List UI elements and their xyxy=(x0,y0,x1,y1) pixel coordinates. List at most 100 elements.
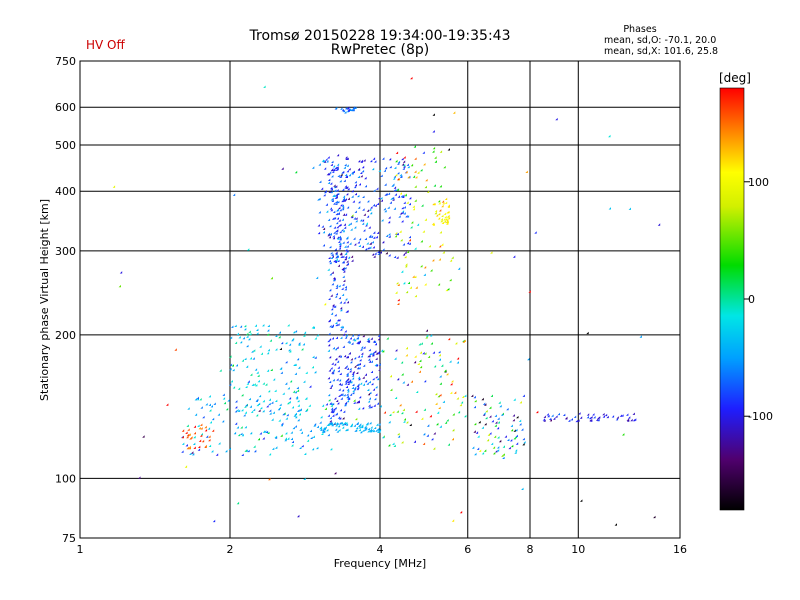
scatter-point xyxy=(527,357,530,361)
scatter-point xyxy=(326,172,329,176)
scatter-point xyxy=(615,418,619,421)
scatter-point xyxy=(402,381,405,384)
scatter-point xyxy=(295,397,299,400)
scatter-point xyxy=(483,449,487,452)
scatter-point xyxy=(327,218,331,221)
scatter-point xyxy=(314,337,317,340)
scatter-point xyxy=(314,356,317,359)
scatter-point xyxy=(232,368,235,372)
scatter-point xyxy=(474,452,477,456)
scatter-point xyxy=(337,424,341,428)
scatter-point xyxy=(435,402,438,405)
scatter-point xyxy=(451,519,455,522)
scatter-point xyxy=(353,399,356,402)
scatter-point xyxy=(548,417,552,420)
scatter-point xyxy=(477,435,480,438)
scatter-point xyxy=(371,167,375,171)
scatter-point xyxy=(365,222,368,225)
scatter-point xyxy=(388,420,391,424)
scatter-point xyxy=(217,413,220,416)
scatter-point xyxy=(392,410,395,414)
scatter-point xyxy=(402,243,405,246)
scatter-point xyxy=(193,431,196,435)
scatter-point xyxy=(422,351,425,355)
scatter-point xyxy=(375,352,378,355)
scatter-point xyxy=(310,436,313,439)
scatter-point xyxy=(419,365,423,369)
scatter-point xyxy=(407,165,410,169)
scatter-point xyxy=(292,426,295,430)
scatter-point xyxy=(373,350,377,353)
scatter-point xyxy=(344,173,348,176)
scatter-point xyxy=(338,296,341,300)
scatter-point xyxy=(424,352,427,355)
scatter-point xyxy=(522,394,525,397)
scatter-point xyxy=(278,331,281,334)
scatter-point xyxy=(197,424,200,427)
scatter-point xyxy=(359,358,362,362)
scatter-point xyxy=(341,293,345,296)
scatter-point xyxy=(374,252,377,255)
scatter-point xyxy=(286,401,290,405)
scatter-point xyxy=(436,411,440,414)
scatter-point xyxy=(345,365,348,368)
scatter-point xyxy=(406,201,409,204)
scatter-point xyxy=(493,435,497,438)
scatter-point xyxy=(330,208,333,212)
scatter-point xyxy=(330,325,334,328)
scatter-point xyxy=(186,433,190,437)
scatter-point xyxy=(449,391,453,394)
scatter-point xyxy=(332,165,336,168)
scatter-point xyxy=(345,355,349,359)
scatter-point xyxy=(375,429,378,432)
scatter-point xyxy=(270,276,273,280)
scatter-point xyxy=(604,413,608,417)
scatter-point xyxy=(345,186,349,189)
scatter-point xyxy=(350,358,353,361)
scatter-point xyxy=(403,201,406,204)
scatter-point xyxy=(370,426,373,429)
scatter-point xyxy=(346,388,350,391)
scatter-point xyxy=(338,284,341,288)
scatter-point xyxy=(249,357,252,360)
scatter-point xyxy=(391,184,394,187)
scatter-point xyxy=(630,418,633,422)
scatter-point xyxy=(291,444,294,447)
scatter-point xyxy=(358,366,361,370)
scatter-point xyxy=(364,176,367,180)
scatter-point xyxy=(367,340,371,343)
scatter-point xyxy=(335,286,338,289)
scatter-point xyxy=(384,166,388,170)
scatter-point xyxy=(408,196,412,200)
scatter-point xyxy=(382,157,385,160)
scatter-point xyxy=(549,419,552,422)
scatter-point xyxy=(229,336,233,339)
scatter-point xyxy=(354,106,357,109)
scatter-point xyxy=(230,380,233,383)
scatter-point xyxy=(298,343,301,346)
scatter-point xyxy=(447,204,450,207)
scatter-point xyxy=(332,235,335,238)
scatter-point xyxy=(330,384,333,387)
scatter-point xyxy=(285,360,288,364)
scatter-point xyxy=(351,334,354,337)
scatter-point xyxy=(280,341,284,345)
scatter-point xyxy=(302,343,305,346)
scatter-point xyxy=(626,418,629,421)
scatter-point xyxy=(344,285,347,289)
scatter-point xyxy=(347,106,350,109)
scatter-point xyxy=(201,439,205,443)
scatter-point xyxy=(278,406,281,410)
scatter-point xyxy=(252,408,256,411)
scatter-point xyxy=(354,429,357,432)
scatter-point xyxy=(347,382,350,385)
scatter-point xyxy=(331,253,334,256)
scatter-point xyxy=(341,426,345,429)
phase-o-stats: mean, sd,O: -70.1, 20.0 xyxy=(604,35,716,46)
scatter-point xyxy=(420,168,423,172)
scatter-point xyxy=(370,360,373,363)
scatter-point xyxy=(396,177,400,181)
scatter-point xyxy=(496,449,500,452)
scatter-point xyxy=(368,360,371,363)
